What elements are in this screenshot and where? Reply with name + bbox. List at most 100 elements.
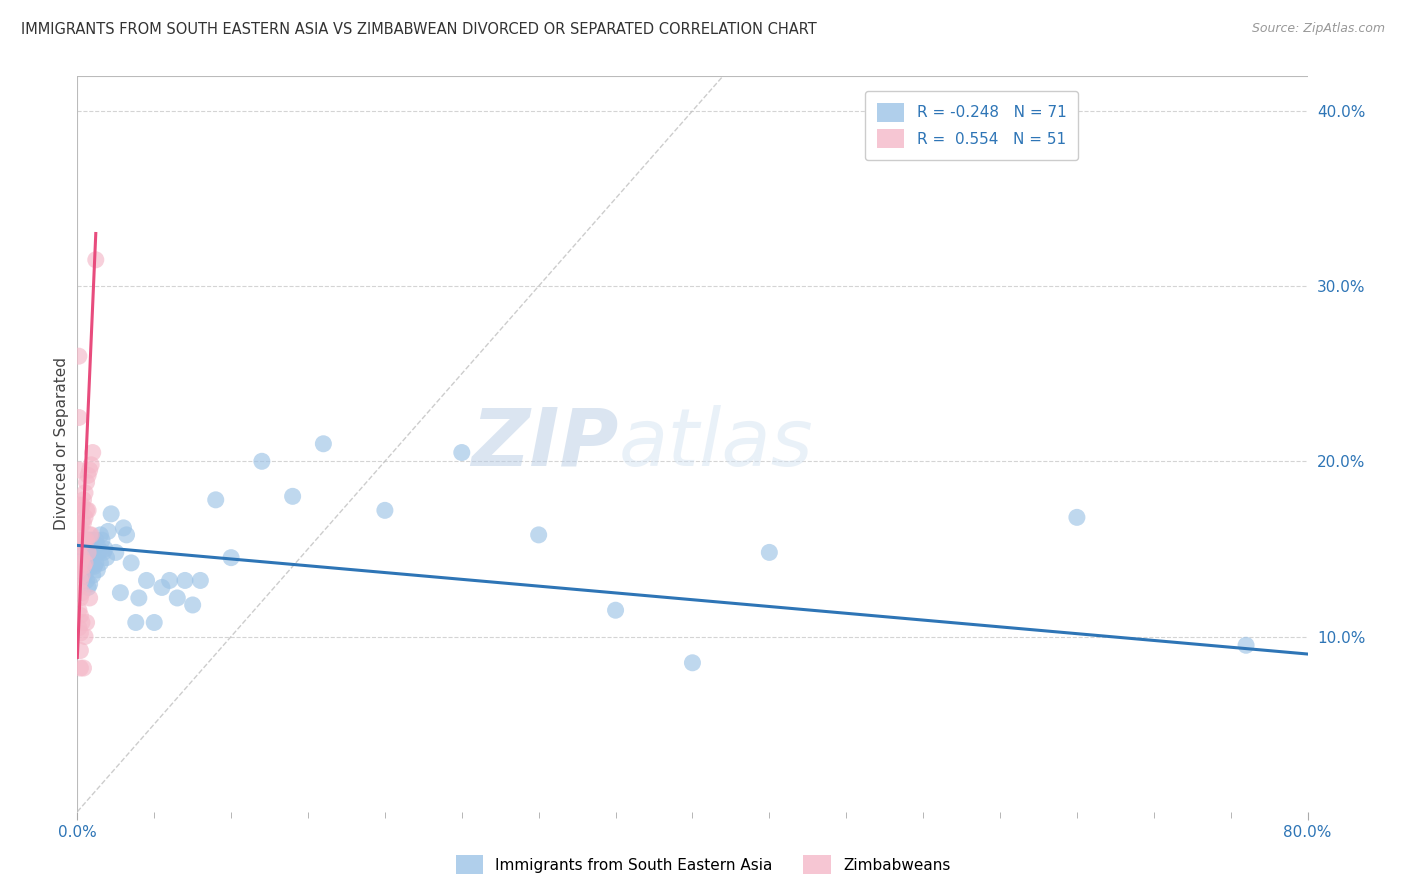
Point <box>104 545 127 559</box>
Point <box>67 463 90 477</box>
Point <box>83 559 105 574</box>
Point <box>77 559 100 574</box>
Point <box>70 516 93 530</box>
Point <box>605 603 627 617</box>
Point <box>94 541 117 556</box>
Point <box>80 528 103 542</box>
Point <box>76 574 98 588</box>
Point <box>159 574 181 588</box>
Text: IMMIGRANTS FROM SOUTH EASTERN ASIA VS ZIMBABWEAN DIVORCED OR SEPARATED CORRELATI: IMMIGRANTS FROM SOUTH EASTERN ASIA VS ZI… <box>21 22 817 37</box>
Point <box>69 503 91 517</box>
Point <box>73 556 96 570</box>
Point <box>77 581 100 595</box>
Point <box>181 598 204 612</box>
Point <box>72 545 94 559</box>
Point <box>80 538 103 552</box>
Point <box>143 615 166 630</box>
Point <box>84 556 107 570</box>
Point <box>758 545 780 559</box>
Point <box>112 521 135 535</box>
Point <box>115 528 138 542</box>
Point <box>250 454 273 468</box>
Legend: Immigrants from South Eastern Asia, Zimbabweans: Immigrants from South Eastern Asia, Zimb… <box>450 849 956 880</box>
Point <box>67 545 90 559</box>
Point <box>82 568 104 582</box>
Point <box>79 533 101 548</box>
Point <box>1234 638 1257 652</box>
Point <box>73 541 96 556</box>
Point <box>69 521 91 535</box>
Point <box>128 591 150 605</box>
Point <box>110 585 132 599</box>
Point <box>374 503 396 517</box>
Point <box>77 545 100 559</box>
Point <box>150 581 173 595</box>
Point <box>83 538 105 552</box>
Point <box>70 533 93 548</box>
Point <box>76 559 98 574</box>
Point <box>67 349 90 363</box>
Point <box>79 463 101 477</box>
Point <box>135 574 157 588</box>
Point <box>67 410 90 425</box>
Point <box>69 538 91 552</box>
Point <box>73 510 96 524</box>
Point <box>69 626 91 640</box>
Point <box>79 528 101 542</box>
Point <box>70 585 93 599</box>
Point <box>77 538 100 552</box>
Point <box>72 559 94 574</box>
Point <box>70 498 93 512</box>
Point <box>70 541 93 556</box>
Point <box>120 556 142 570</box>
Point <box>73 568 96 582</box>
Point <box>70 563 93 577</box>
Point <box>69 643 91 657</box>
Point <box>70 568 93 582</box>
Point <box>204 492 226 507</box>
Point <box>70 550 93 565</box>
Point <box>69 559 91 574</box>
Point <box>72 568 94 582</box>
Point <box>93 545 115 559</box>
Point <box>67 603 90 617</box>
Point <box>84 533 107 548</box>
Point <box>72 533 94 548</box>
Point <box>67 581 90 595</box>
Point <box>86 563 108 577</box>
Point <box>72 556 94 570</box>
Text: ZIP: ZIP <box>471 405 619 483</box>
Point <box>79 591 101 605</box>
Point <box>125 615 148 630</box>
Point <box>69 608 91 623</box>
Point <box>90 533 114 548</box>
Point <box>166 591 188 605</box>
Point <box>82 445 104 459</box>
Point <box>80 458 103 472</box>
Point <box>70 615 93 630</box>
Point <box>72 492 94 507</box>
Point <box>76 503 98 517</box>
Point <box>1066 510 1088 524</box>
Point <box>87 545 110 559</box>
Point <box>82 545 104 559</box>
Point <box>73 550 96 565</box>
Legend: R = -0.248   N = 71, R =  0.554   N = 51: R = -0.248 N = 71, R = 0.554 N = 51 <box>865 91 1078 161</box>
Point <box>682 656 704 670</box>
Point <box>67 521 90 535</box>
Point <box>69 574 91 588</box>
Point <box>67 563 90 577</box>
Point <box>70 550 93 565</box>
Point <box>89 556 111 570</box>
Point <box>79 545 101 559</box>
Point <box>69 556 91 570</box>
Point <box>76 533 98 548</box>
Point <box>527 528 550 542</box>
Point <box>69 591 91 605</box>
Point <box>73 485 96 500</box>
Point <box>188 574 212 588</box>
Y-axis label: Divorced or Separated: Divorced or Separated <box>53 358 69 530</box>
Point <box>77 468 100 483</box>
Point <box>69 661 91 675</box>
Text: atlas: atlas <box>619 405 814 483</box>
